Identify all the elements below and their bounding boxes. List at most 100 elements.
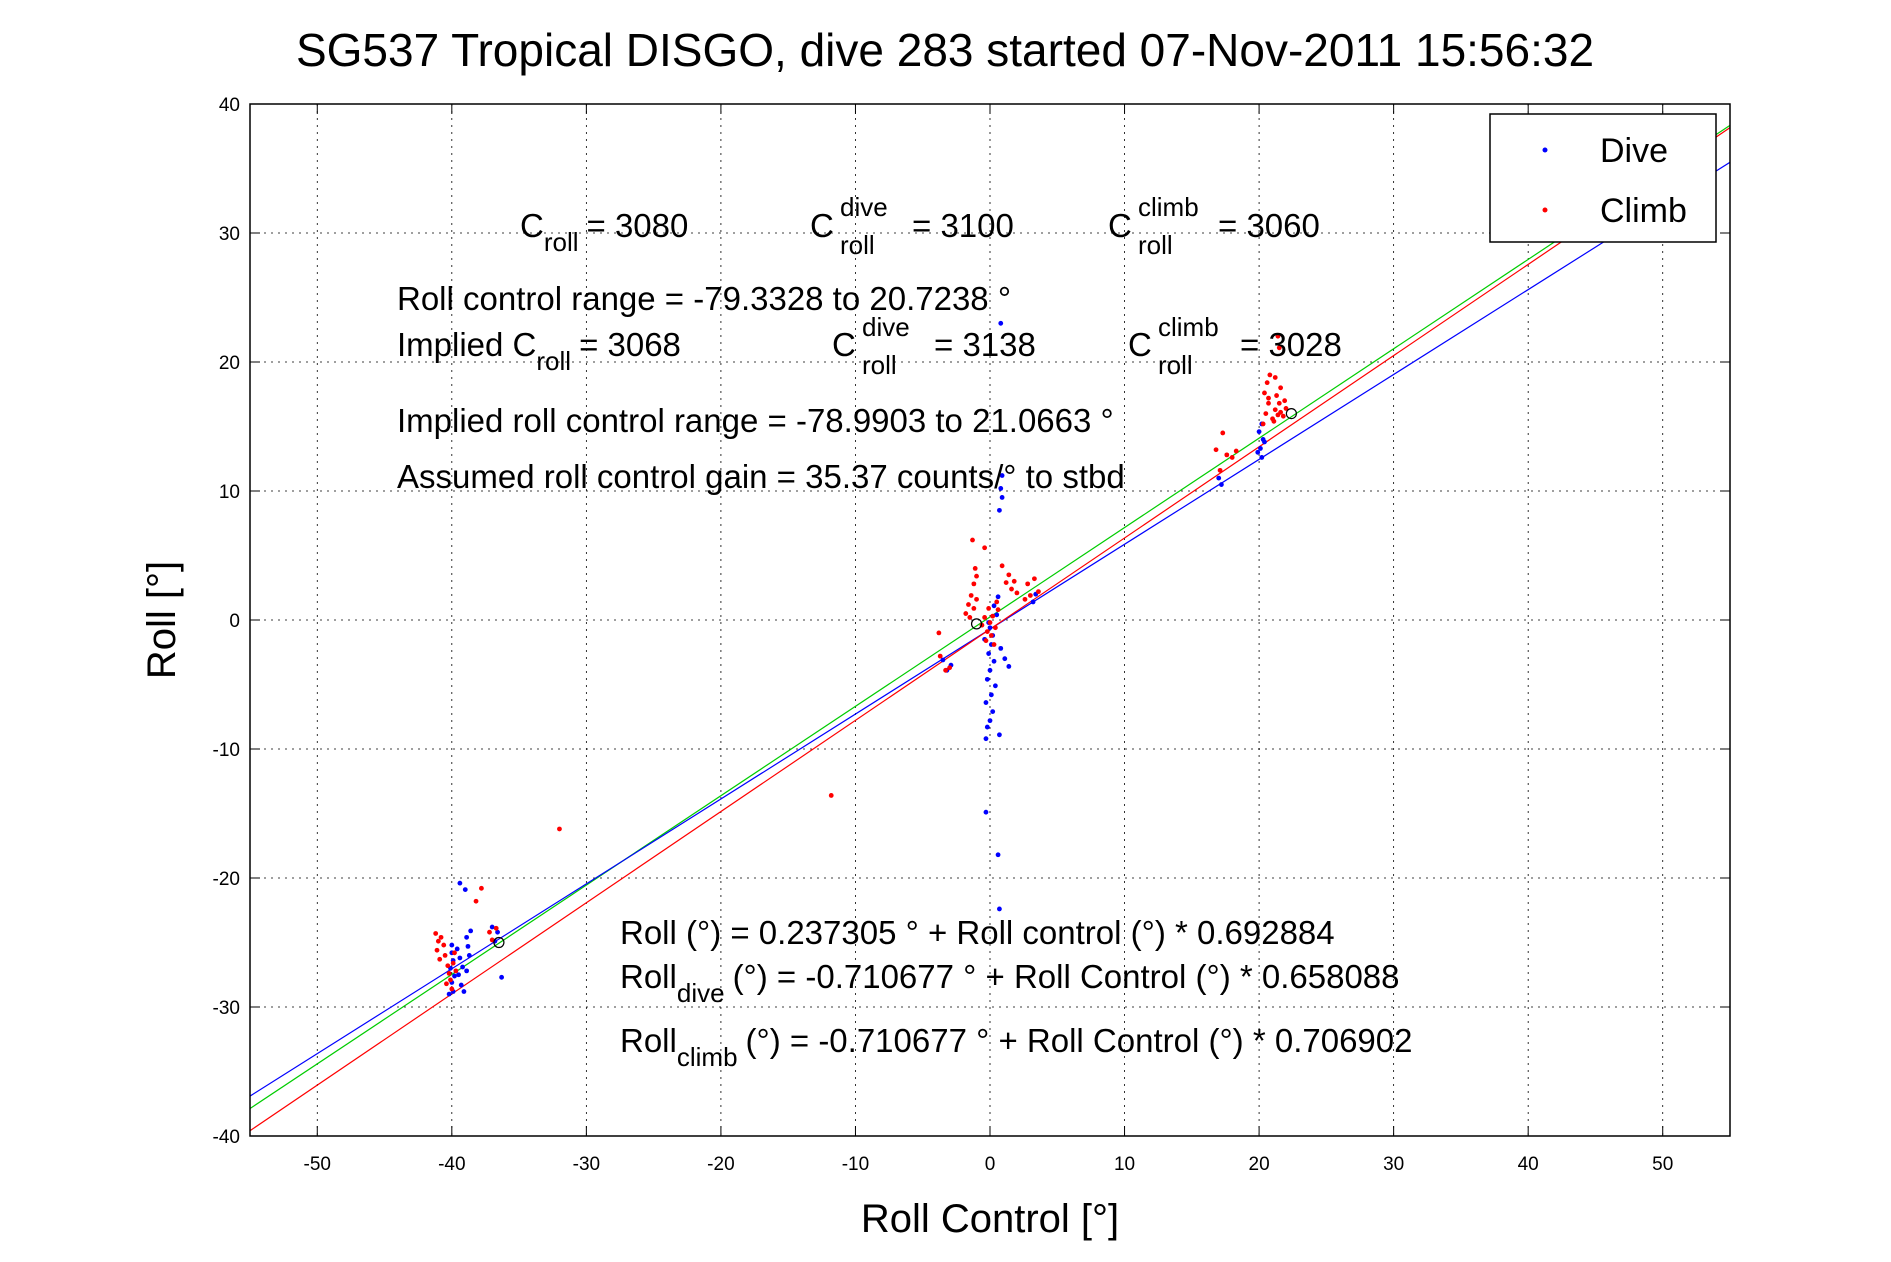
dive-point xyxy=(998,486,1004,491)
climb-point xyxy=(1260,421,1266,427)
c-roll-climb-sup: climb xyxy=(1138,192,1199,222)
c-roll-dive-sup: dive xyxy=(840,192,888,222)
x-tick-label: -40 xyxy=(438,1154,465,1175)
climb-point xyxy=(994,599,1000,605)
climb-point xyxy=(1011,578,1017,584)
x-tick-labels: -50 -40 -30 -20 -10 0 10 20 30 40 50 xyxy=(304,1154,1674,1175)
implied-range-text: Implied roll control range = -78.9903 to… xyxy=(397,402,1114,439)
dive-point xyxy=(998,645,1004,651)
equation-dive: Rolldive (°) = -0.710677 ° + Roll Control… xyxy=(620,958,1400,1008)
circle-markers xyxy=(493,408,1297,949)
annotations: Croll = 3080 C dive roll = 3100 C climb r… xyxy=(397,192,1412,1072)
c-roll-dive-sub: roll xyxy=(840,230,875,260)
dive-point xyxy=(997,732,1002,738)
x-tick-label: 40 xyxy=(1518,1154,1539,1175)
dive-point xyxy=(1219,482,1224,487)
climb-point xyxy=(1264,380,1270,386)
climb-point xyxy=(450,960,456,966)
climb-point xyxy=(1036,589,1041,595)
dive-point xyxy=(458,982,464,988)
implied-c-roll-climb: C xyxy=(1128,326,1152,363)
y-tick-label: 40 xyxy=(219,95,240,116)
climb-point xyxy=(1280,413,1286,419)
climb-point xyxy=(988,633,994,638)
x-tick-label: 20 xyxy=(1249,1154,1270,1175)
dive-point xyxy=(991,658,997,664)
c-roll-climb-annotation: C xyxy=(1108,207,1132,244)
legend: Dive Climb xyxy=(1489,113,1717,243)
climb-point xyxy=(971,581,977,587)
dive-point xyxy=(449,942,455,948)
x-tick-label: 10 xyxy=(1114,1154,1135,1175)
dive-point xyxy=(987,625,993,631)
climb-point xyxy=(995,607,1001,613)
climb-point xyxy=(943,667,948,673)
dive-point xyxy=(456,972,461,978)
climb-point xyxy=(452,950,457,956)
climb-point xyxy=(441,942,447,948)
c-roll-climb-sub: roll xyxy=(1138,230,1173,260)
climb-point xyxy=(1006,572,1012,578)
climb-point xyxy=(966,602,971,607)
climb-point xyxy=(1282,398,1288,404)
y-tick-label: 30 xyxy=(219,224,240,245)
y-tick-label: 10 xyxy=(219,482,240,503)
climb-point xyxy=(982,545,988,551)
dive-point xyxy=(466,953,472,958)
climb-point xyxy=(1213,447,1219,453)
climb-point xyxy=(557,826,562,832)
c-roll-dive-annotation: C xyxy=(810,207,834,244)
legend-climb-marker xyxy=(1542,207,1548,213)
climb-point xyxy=(937,653,943,659)
climb-point xyxy=(1027,593,1033,598)
climb-point xyxy=(936,630,942,636)
climb-point xyxy=(446,971,452,976)
y-axis-label: Roll [°] xyxy=(140,561,184,679)
climb-point xyxy=(967,615,973,620)
climb-point xyxy=(493,925,499,931)
legend-dive-marker xyxy=(1542,147,1548,153)
dive-point xyxy=(995,852,1001,858)
climb-point xyxy=(1275,333,1281,339)
climb-point xyxy=(489,937,495,943)
dive-point xyxy=(464,968,470,974)
implied-c-roll-dive-sub: roll xyxy=(862,350,897,380)
x-tick-label: 50 xyxy=(1652,1154,1673,1175)
x-axis-label: Roll Control [°] xyxy=(861,1197,1119,1241)
dive-point xyxy=(462,887,468,893)
dive-point xyxy=(987,667,993,673)
dive-point xyxy=(1255,449,1261,455)
climb-point xyxy=(1278,385,1284,391)
chart-title: SG537 Tropical DISGO, dive 283 started 0… xyxy=(296,24,1594,76)
circle-marker xyxy=(493,936,505,949)
equation-climb: Rollclimb (°) = -0.710677 ° + Roll Contro… xyxy=(620,1022,1412,1072)
implied-c-roll-dive: C xyxy=(832,326,856,363)
y-tick-label: -10 xyxy=(213,740,240,761)
climb-point xyxy=(968,593,974,598)
implied-c-roll-climb-sub: roll xyxy=(1158,350,1193,380)
climb-point xyxy=(990,613,996,619)
climb-point xyxy=(963,611,969,616)
dive-point xyxy=(940,657,946,663)
climb-point xyxy=(437,956,443,962)
y-tick-label: -30 xyxy=(213,998,240,1019)
x-tick-label: -20 xyxy=(707,1154,734,1175)
dive-point xyxy=(990,709,996,714)
y-tick-label: -40 xyxy=(213,1127,240,1148)
climb-point xyxy=(435,938,441,944)
dive-point xyxy=(997,507,1002,513)
climb-point xyxy=(1276,400,1282,406)
implied-c-roll-climb-sup: climb xyxy=(1158,312,1219,342)
y-tick-label: 20 xyxy=(219,353,240,374)
climb-point xyxy=(1272,375,1278,380)
climb-point xyxy=(983,638,989,644)
x-tick-label: -30 xyxy=(573,1154,600,1175)
dive-point xyxy=(991,603,997,609)
dive-point xyxy=(997,906,1002,912)
climb-point xyxy=(445,963,451,969)
dive-point xyxy=(446,991,452,997)
dive-point xyxy=(988,692,994,698)
c-roll-climb-value: = 3060 xyxy=(1218,207,1320,244)
dive-point xyxy=(457,880,463,886)
climb-point xyxy=(986,605,992,611)
